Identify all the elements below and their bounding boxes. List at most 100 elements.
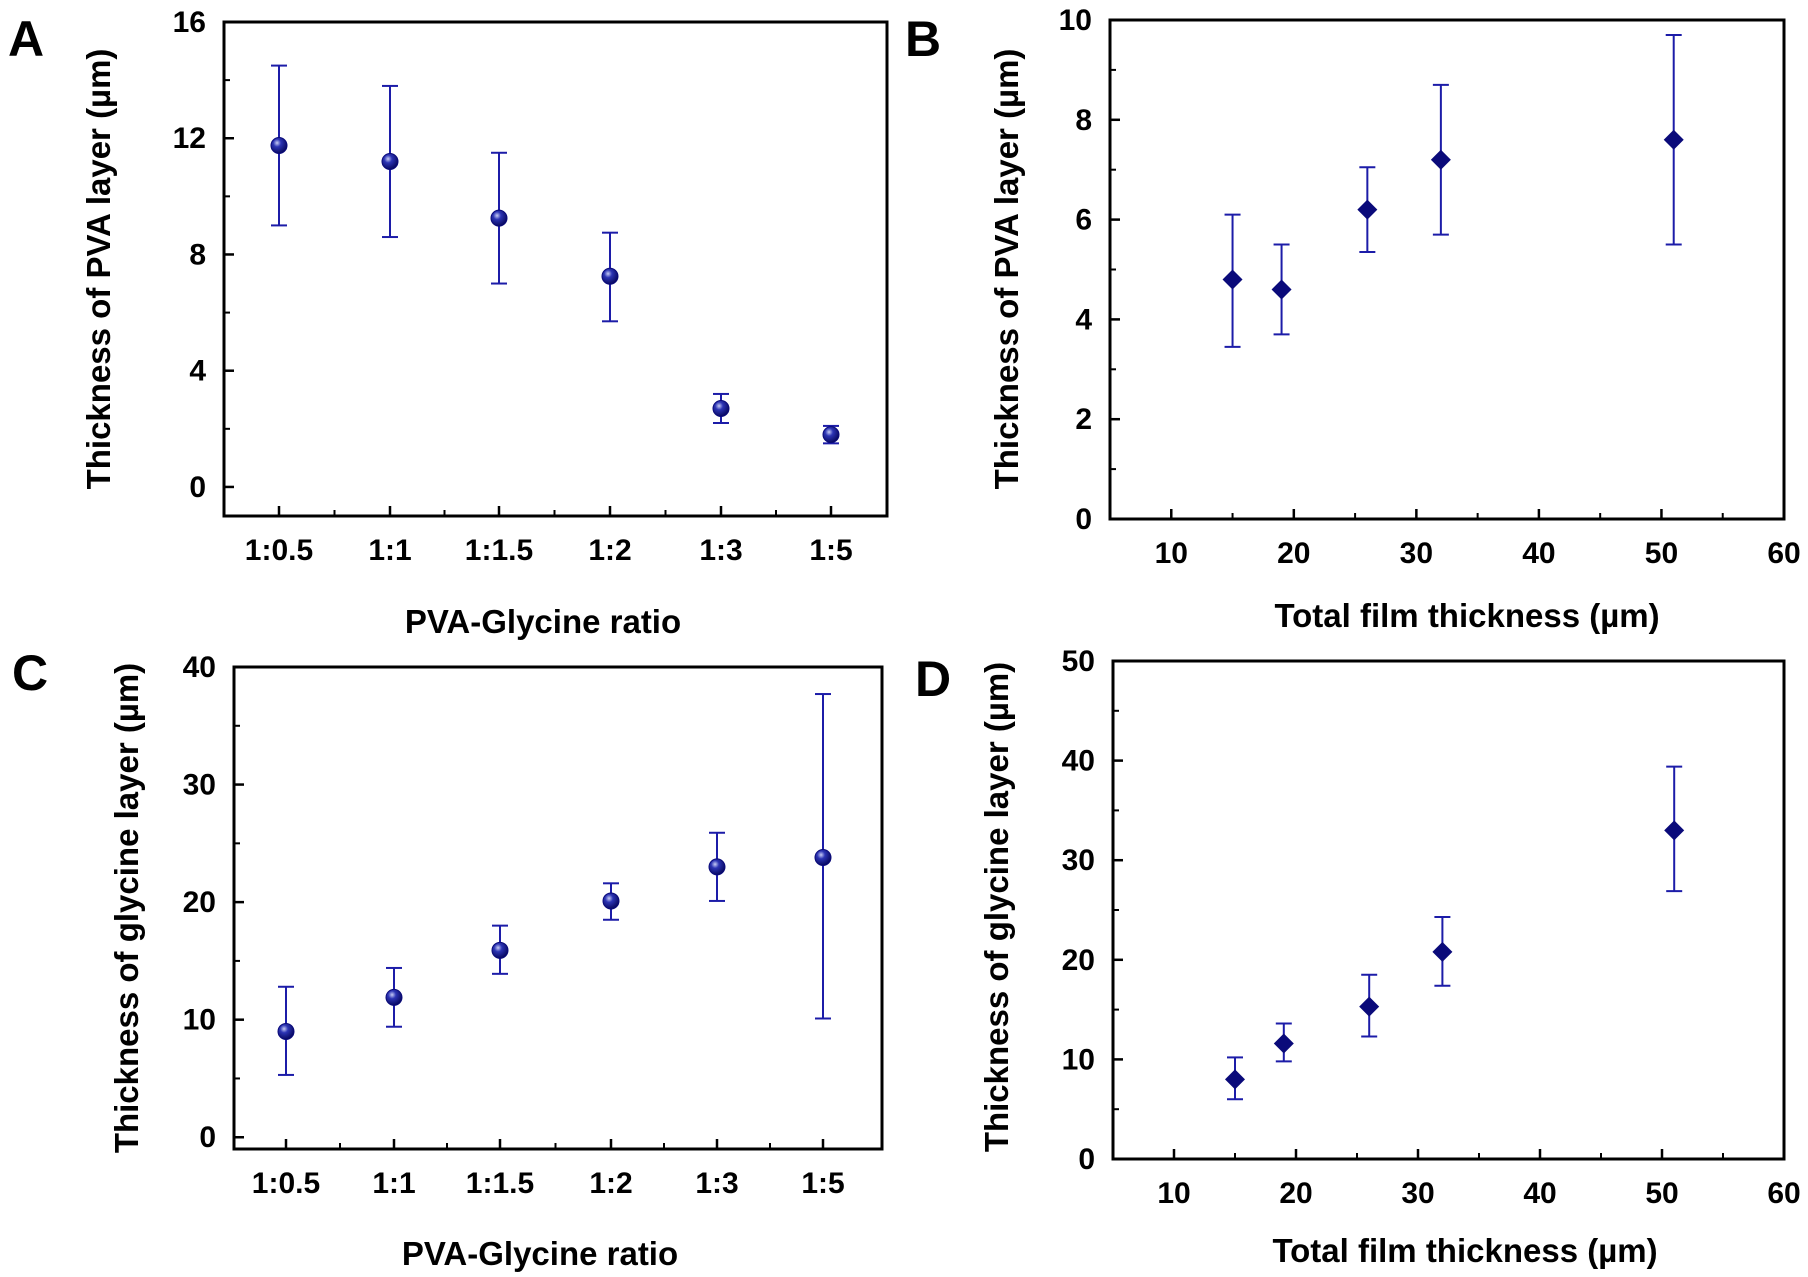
x-tick-label: 10 [1157,1177,1190,1210]
x-axis-label: PVA-Glycine ratio [402,1235,678,1272]
data-series [1222,33,1684,348]
data-point [1359,996,1380,1017]
y-ticks: 0 2 4 6 8 10 [1059,4,1120,536]
plot-frame [1108,18,1786,521]
panel-letter: A [8,11,44,67]
x-tick-label: 40 [1523,1177,1556,1210]
data-point [385,988,403,1006]
y-ticks: 0 10 20 30 40 [183,651,244,1154]
data-point [1271,279,1292,300]
x-tick-label: 1:1 [372,1167,415,1200]
x-tick-label: 60 [1767,537,1800,570]
y-tick-label: 2 [1075,403,1092,436]
x-ticks: 10 20 30 40 50 60 [1155,509,1801,570]
x-tick-label: 1:0.5 [252,1167,320,1200]
data-point [1225,1069,1245,1090]
y-tick-label: 30 [1062,844,1095,877]
data-point [277,1022,295,1040]
x-tick-label: 20 [1277,537,1310,570]
x-tick-label: 1:1.5 [465,534,533,567]
y-axis-label: Thickness of glycine layer (µm) [978,662,1015,1152]
data-point [712,399,730,417]
panel-letter: C [12,645,48,701]
data-point [602,892,620,910]
panel-c: C 0 10 20 30 40 1:0.5 1:1 1:1.5 1:2 1:3 1:5 PVA-G… [12,645,884,1272]
data-point [1430,149,1451,170]
y-tick-label: 16 [173,6,206,39]
y-tick-label: 0 [189,471,206,504]
data-point [1222,269,1243,290]
y-tick-label: 0 [1078,1143,1095,1176]
plot-frame [232,665,884,1151]
x-axis-label: Total film thickness (µm) [1272,1232,1657,1269]
y-ticks: 0 4 8 12 16 [173,6,234,504]
y-tick-label: 8 [189,238,206,271]
x-tick-label: 1:1 [368,534,411,567]
y-tick-label: 12 [173,122,206,155]
data-point [814,848,832,866]
data-point [708,858,726,876]
data-point [491,941,509,959]
x-tick-label: 50 [1645,1177,1678,1210]
y-tick-label: 40 [1062,745,1095,778]
y-ticks: 0 10 20 30 40 50 [1062,645,1123,1176]
x-tick-label: 30 [1400,537,1433,570]
panel-b: B 0 2 4 6 8 10 10 20 30 40 50 60 Total film thickn… [905,4,1801,634]
x-ticks: 1:0.5 1:1 1:1.5 1:2 1:3 1:5 [252,1139,845,1200]
plot-frame [222,20,889,518]
y-tick-label: 30 [183,769,216,802]
x-axis-label: Total film thickness (µm) [1274,597,1659,634]
y-axis-label: Thickness of PVA layer (µm) [80,49,117,490]
x-tick-label: 60 [1767,1177,1800,1210]
x-tick-label: 1:5 [801,1167,844,1200]
data-point [1663,129,1684,150]
y-tick-label: 6 [1075,204,1092,237]
data-point [1357,199,1378,220]
y-tick-label: 20 [183,886,216,919]
data-point [270,137,288,154]
x-axis-label: PVA-Glycine ratio [405,603,681,640]
x-tick-label: 50 [1645,537,1678,570]
x-ticks: 10 20 30 40 50 60 [1157,1149,1801,1210]
data-point [601,267,619,285]
y-axis-label: Thickness of glycine layer (µm) [108,663,145,1153]
x-tick-label: 1:1.5 [466,1167,534,1200]
panel-letter: B [905,11,941,67]
y-tick-label: 0 [199,1121,216,1154]
data-series [1225,765,1685,1101]
data-series [277,693,832,1076]
y-axis-label: Thickness of PVA layer (µm) [988,49,1025,490]
x-tick-label: 30 [1401,1177,1434,1210]
plot-frame [1111,659,1786,1161]
y-tick-label: 10 [1062,1043,1095,1076]
y-tick-label: 50 [1062,645,1095,678]
x-tick-label: 10 [1155,537,1188,570]
data-point [822,426,840,444]
y-tick-label: 8 [1075,104,1092,137]
x-tick-label: 1:3 [699,534,742,567]
y-tick-label: 0 [1075,503,1092,536]
y-tick-label: 20 [1062,944,1095,977]
data-point [1664,820,1685,841]
data-series [270,64,840,445]
y-tick-label: 10 [183,1004,216,1037]
y-tick-label: 40 [183,651,216,684]
x-tick-label: 1:5 [809,534,852,567]
x-ticks: 1:0.5 1:1 1:1.5 1:2 1:3 1:5 [245,506,853,567]
data-point [381,152,399,170]
x-tick-label: 20 [1279,1177,1312,1210]
data-point [1432,941,1453,962]
data-point [1273,1033,1294,1054]
panel-d: D 0 10 20 30 40 50 10 20 30 40 50 60 Total film th… [915,645,1801,1269]
panel-letter: D [915,651,951,707]
panel-a: A 0 4 8 12 16 1:0.5 1:1 1:1.5 1:2 1:3 1:5 PVA-Gly… [8,6,889,640]
data-point [490,209,508,227]
y-tick-label: 10 [1059,4,1092,37]
y-tick-label: 4 [1075,303,1092,336]
x-tick-label: 40 [1522,537,1555,570]
y-tick-label: 4 [189,355,206,388]
x-tick-label: 1:2 [588,534,631,567]
x-tick-label: 1:2 [589,1167,632,1200]
x-tick-label: 1:0.5 [245,534,313,567]
